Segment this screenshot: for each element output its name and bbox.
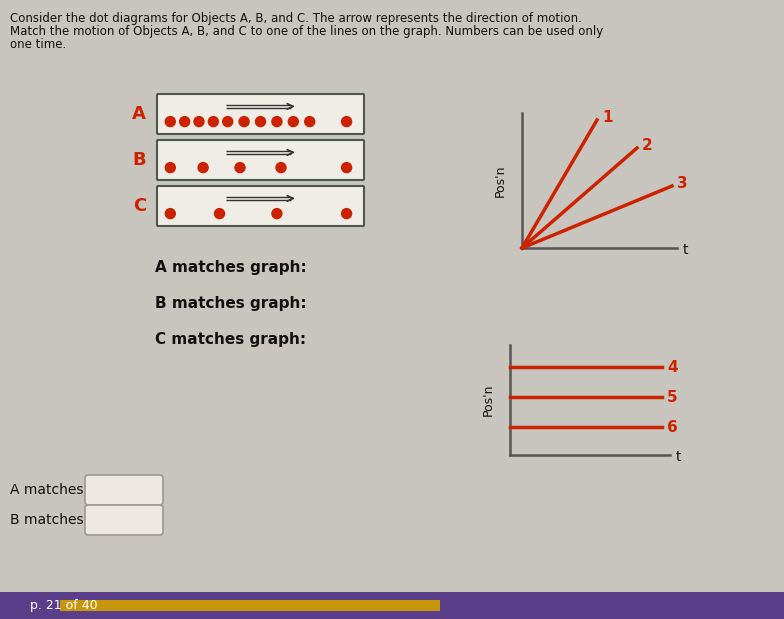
Text: 5: 5 (667, 389, 677, 404)
Text: C matches graph:: C matches graph: (155, 332, 306, 347)
Circle shape (165, 209, 176, 219)
Text: A: A (132, 105, 146, 123)
FancyBboxPatch shape (157, 140, 364, 180)
Text: Pos'n: Pos'n (493, 164, 506, 197)
Text: t: t (683, 243, 688, 257)
Circle shape (165, 163, 176, 173)
Circle shape (223, 116, 233, 127)
Circle shape (215, 209, 224, 219)
Text: A matches graph:: A matches graph: (155, 260, 307, 275)
Circle shape (342, 163, 351, 173)
Circle shape (256, 116, 266, 127)
Text: Pos'n: Pos'n (481, 384, 495, 416)
Circle shape (165, 116, 176, 127)
Circle shape (209, 116, 219, 127)
Circle shape (342, 116, 351, 127)
Circle shape (276, 163, 286, 173)
FancyBboxPatch shape (157, 94, 364, 134)
FancyBboxPatch shape (85, 505, 163, 535)
Circle shape (272, 209, 282, 219)
Text: B matches graph:: B matches graph: (155, 296, 307, 311)
Text: Match the motion of Objects A, B, and C to one of the lines on the graph. Number: Match the motion of Objects A, B, and C … (10, 25, 603, 38)
Bar (0, 592, 784, 619)
Circle shape (289, 116, 298, 127)
Text: B: B (132, 151, 146, 169)
Text: one time.: one time. (10, 38, 67, 51)
Text: p. 21 of 40: p. 21 of 40 (30, 599, 98, 612)
Text: 3: 3 (677, 176, 688, 191)
Circle shape (305, 116, 314, 127)
Text: C: C (132, 197, 146, 215)
Text: A matches: A matches (10, 483, 84, 497)
Circle shape (239, 116, 249, 127)
Bar (60, 600, 440, 611)
Text: 4: 4 (667, 360, 677, 374)
Circle shape (194, 116, 204, 127)
FancyBboxPatch shape (157, 186, 364, 226)
Circle shape (235, 163, 245, 173)
FancyBboxPatch shape (85, 475, 163, 505)
Circle shape (198, 163, 208, 173)
Text: 2: 2 (642, 137, 653, 152)
Text: B matches: B matches (10, 513, 84, 527)
Text: t: t (676, 450, 681, 464)
Text: 6: 6 (667, 420, 677, 435)
Text: 1: 1 (602, 110, 612, 124)
Text: Consider the dot diagrams for Objects A, B, and C. The arrow represents the dire: Consider the dot diagrams for Objects A,… (10, 12, 582, 25)
Circle shape (272, 116, 282, 127)
Circle shape (180, 116, 190, 127)
Circle shape (342, 209, 351, 219)
